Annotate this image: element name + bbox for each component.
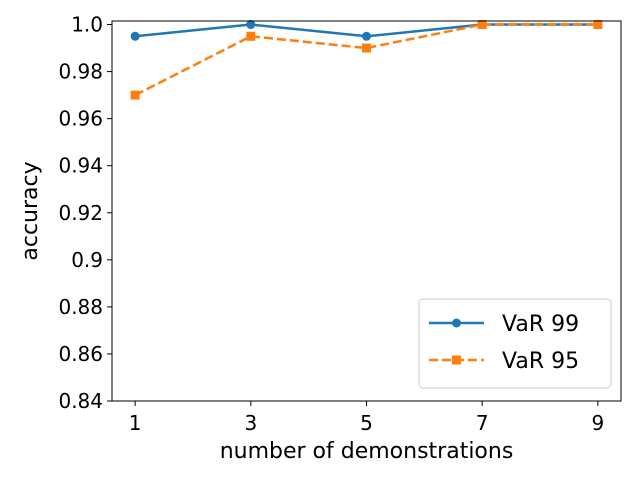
data-point bbox=[246, 20, 256, 30]
legend-label: VaR 95 bbox=[502, 349, 579, 374]
series-line-2 bbox=[134, 23, 598, 97]
data-point bbox=[593, 20, 603, 30]
x-tick-label: 5 bbox=[360, 411, 373, 435]
y-tick-label: 0.86 bbox=[58, 342, 103, 366]
x-axis: 1 3 5 7 9 bbox=[129, 401, 604, 435]
y-tick-label: 0.9 bbox=[71, 248, 103, 272]
y-tick-label: 1.0 bbox=[71, 13, 103, 37]
y-axis: 0.84 0.86 0.88 0.9 0.92 0.94 0.96 0.98 1.0 bbox=[58, 13, 112, 413]
legend-marker bbox=[452, 355, 461, 365]
x-tick-label: 3 bbox=[244, 411, 257, 435]
x-tick-label: 1 bbox=[129, 411, 142, 435]
x-tick-label: 7 bbox=[476, 411, 489, 435]
y-tick-label: 0.88 bbox=[58, 295, 103, 319]
y-tick-label: 0.96 bbox=[58, 107, 103, 131]
legend: VaR 99 VaR 95 bbox=[418, 298, 612, 389]
legend-box bbox=[418, 298, 612, 389]
x-tick-label: 9 bbox=[591, 411, 604, 435]
x-axis-label: number of demonstrations bbox=[220, 439, 514, 464]
data-point bbox=[246, 31, 256, 41]
y-tick-label: 0.94 bbox=[58, 154, 103, 178]
data-point bbox=[362, 43, 371, 53]
legend-item: VaR 95 bbox=[429, 349, 579, 374]
y-tick-label: 0.92 bbox=[58, 201, 103, 225]
data-point bbox=[130, 90, 140, 100]
y-tick-label: 0.84 bbox=[58, 389, 103, 413]
data-point bbox=[477, 20, 487, 30]
legend-marker bbox=[452, 318, 461, 328]
y-tick-label: 0.98 bbox=[58, 60, 103, 84]
y-axis-label: accuracy bbox=[18, 161, 43, 260]
data-point bbox=[362, 31, 371, 41]
legend-item: VaR 99 bbox=[429, 312, 579, 337]
series-layer bbox=[130, 20, 603, 100]
legend-label: VaR 99 bbox=[502, 312, 579, 337]
data-point bbox=[130, 31, 140, 41]
